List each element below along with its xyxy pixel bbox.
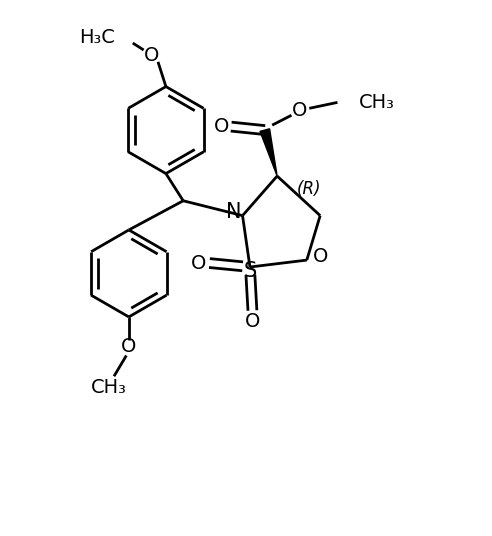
Text: S: S — [244, 261, 257, 281]
Text: O: O — [143, 47, 159, 65]
Text: O: O — [121, 337, 136, 356]
Text: CH₃: CH₃ — [359, 93, 395, 113]
Text: O: O — [292, 101, 307, 120]
Text: (R): (R) — [297, 181, 322, 198]
Text: CH₃: CH₃ — [91, 378, 127, 397]
Text: O: O — [245, 312, 260, 331]
Text: O: O — [313, 247, 328, 266]
Text: O: O — [191, 254, 206, 273]
Text: O: O — [214, 117, 229, 136]
Text: H₃C: H₃C — [80, 28, 116, 47]
Polygon shape — [260, 129, 277, 176]
Text: N: N — [226, 202, 242, 222]
